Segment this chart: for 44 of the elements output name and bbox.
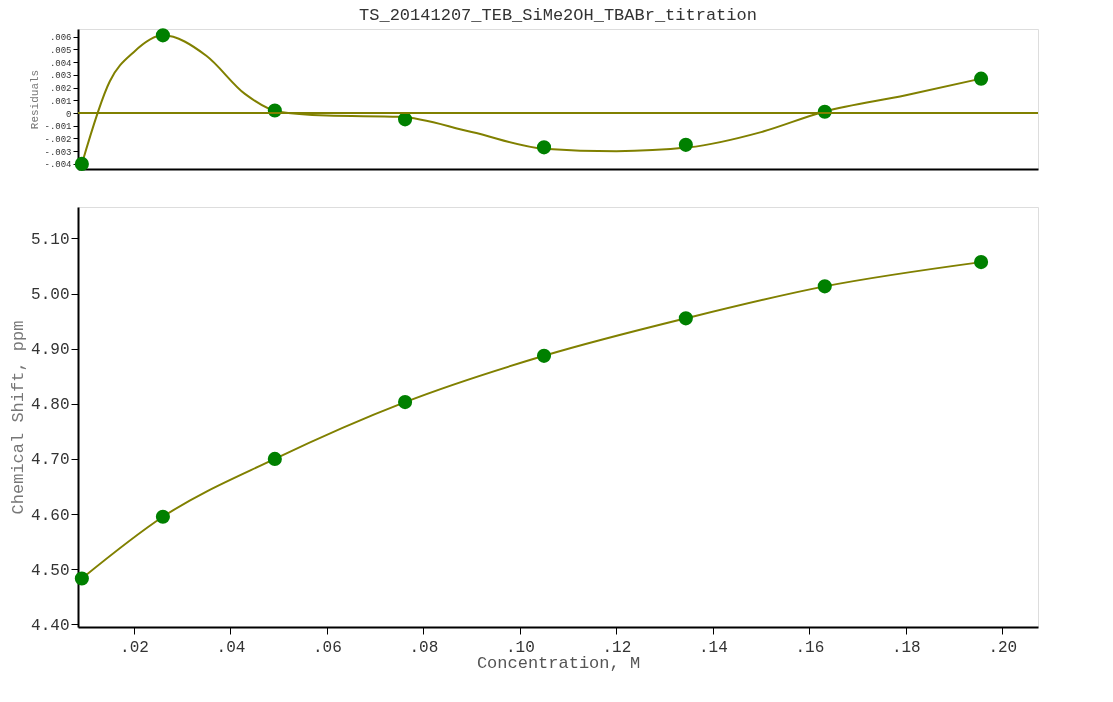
point [398, 112, 413, 127]
x-tick-label: .02 [120, 638, 149, 657]
y-tick-label: -.001 [44, 122, 72, 133]
chart-title: TS_20141207_TEB_SiMe2OH_TBABr_titration [359, 6, 757, 26]
y-tick-label: .004 [49, 58, 72, 69]
y-tick-label: -.003 [44, 147, 72, 158]
y-tick-label: 4.50 [31, 561, 70, 580]
y-tick-label: 0 [66, 109, 72, 120]
x-tick-label: .06 [313, 638, 342, 657]
y-tick-label: 5.00 [31, 286, 70, 305]
y-tick-label: 4.80 [31, 396, 70, 415]
y-tick-label: .002 [49, 84, 72, 95]
point [974, 255, 989, 270]
x-tick-label: .08 [409, 638, 439, 657]
point [678, 311, 693, 326]
x-tick-label: .16 [795, 638, 825, 657]
y-tick-label: 4.90 [31, 341, 70, 360]
point [155, 509, 170, 524]
point [817, 279, 832, 294]
y-axis-title: Residuals [29, 69, 42, 130]
y-tick-label: .003 [49, 71, 72, 82]
point [974, 71, 989, 86]
x-tick-label: .18 [891, 638, 921, 657]
y-tick-label: 4.70 [31, 451, 70, 470]
point [74, 571, 89, 586]
y-tick-label: -.002 [44, 134, 72, 145]
x-tick-label: .14 [698, 638, 728, 657]
point [536, 348, 552, 363]
y-tick-label: .005 [49, 45, 72, 56]
y-tick-label: 4.40 [31, 616, 70, 635]
point [536, 140, 552, 155]
y-tick-label: .001 [49, 96, 72, 107]
point [155, 28, 170, 43]
x-tick-label: .04 [216, 638, 246, 657]
point [267, 451, 282, 466]
y-tick-label: -.004 [44, 160, 72, 171]
y-axis-title: Chemical Shift, ppm [9, 320, 29, 515]
point [678, 137, 693, 152]
point [74, 156, 89, 171]
y-tick-label: 4.60 [31, 506, 70, 525]
y-tick-label: .006 [49, 33, 72, 44]
y-tick-label: 5.10 [31, 230, 70, 249]
x-tick-label: .20 [988, 638, 1018, 657]
point [398, 395, 413, 410]
